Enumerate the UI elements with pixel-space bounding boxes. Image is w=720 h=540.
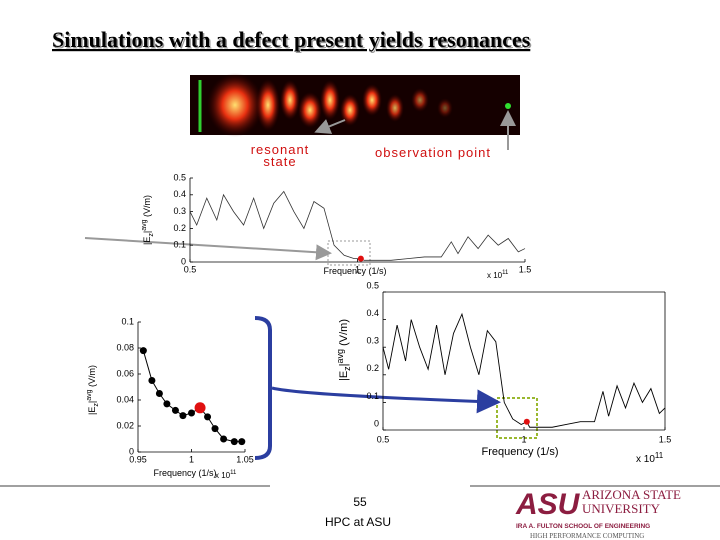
x-scale: x 1011 — [215, 470, 237, 480]
link-arrow — [271, 386, 501, 414]
logo-unit: HIGH PERFORMANCE COMPUTING — [530, 532, 644, 540]
y-label-part: avg — [141, 219, 148, 230]
y-tick-label: 0.1 — [121, 316, 134, 326]
annotation: resonant — [251, 142, 310, 157]
x-scale-exponent: 11 — [230, 470, 237, 476]
y-tick-label: 0.1 — [366, 391, 379, 401]
y-label-part: | — [87, 401, 97, 403]
y-label-part: |E — [142, 237, 152, 245]
data-point — [155, 390, 163, 397]
x-tick-label: 1 — [189, 454, 194, 464]
x-scale: x 1011 — [636, 451, 664, 465]
y-label-part: |E — [338, 371, 350, 381]
y-tick-label: 0 — [374, 418, 379, 428]
y-tick-label: 0.1 — [173, 240, 186, 250]
resonant-arrow — [314, 119, 346, 134]
page-number: 55 — [353, 495, 367, 509]
zoom-box — [496, 397, 538, 439]
data-point — [238, 438, 246, 446]
y-tick-label: 0 — [129, 446, 134, 456]
x-scale-exponent: 11 — [655, 451, 664, 460]
x-tick-label: 1.05 — [236, 454, 254, 464]
y-tick-label: 0.5 — [173, 172, 186, 182]
data-point — [139, 347, 147, 355]
x-scale: x 1011 — [487, 270, 509, 280]
x-axis-label: Frequency (1/s) — [481, 446, 558, 458]
x-axis-label: Frequency (1/s) — [323, 266, 386, 276]
x-tick-label: 1 — [521, 434, 526, 444]
logo: ASU ARIZONA STATE UNIVERSITY IRA A. FULT… — [515, 487, 681, 540]
y-tick-label: 0.3 — [173, 206, 186, 216]
x-tick-label: 1 — [355, 264, 360, 274]
data-point — [194, 402, 206, 414]
y-label-part: | — [142, 231, 152, 233]
y-tick-label: 0.2 — [366, 363, 379, 373]
data-point — [163, 400, 171, 408]
field-image — [190, 73, 520, 137]
logo-mark: ASU — [515, 488, 581, 521]
data-point — [171, 406, 179, 414]
y-axis-label: |Ez|avg (V/m) — [141, 195, 155, 245]
y-tick-label: 0.3 — [366, 336, 379, 346]
data-point — [148, 377, 156, 384]
y-label-part: z — [148, 233, 155, 237]
y-tick-label: 0.04 — [116, 394, 134, 404]
x-tick-label: 0.5 — [377, 434, 390, 444]
x-scale-base: x 10 — [487, 271, 503, 280]
data-point — [211, 425, 219, 433]
x-tick-label: 0.95 — [129, 454, 147, 464]
zoom-box — [327, 240, 371, 266]
logo-school: IRA A. FULTON SCHOOL OF ENGINEERING — [516, 523, 650, 530]
y-label-part: | — [338, 363, 350, 366]
slide-title: Simulations with a defect present yields… — [52, 27, 531, 52]
annotation: state — [263, 154, 296, 169]
x-scale-exponent: 11 — [502, 270, 509, 276]
y-tick-label: 0.4 — [173, 189, 186, 199]
x-scale-base: x 10 — [215, 471, 231, 480]
x-axis-label: Frequency (1/s) — [153, 468, 216, 478]
y-axis-label: |Ez|avg (V/m) — [335, 319, 352, 381]
y-axis-label: |Ez|avg (V/m) — [86, 365, 100, 415]
series-line — [382, 312, 666, 428]
series-line — [189, 190, 526, 261]
y-tick-label: 0.5 — [366, 280, 379, 290]
y-label-part: (V/m) — [142, 195, 152, 220]
y-label-part: avg — [335, 349, 345, 364]
x-tick-label: 0.5 — [184, 264, 197, 274]
logo-name: UNIVERSITY — [582, 501, 661, 516]
x-tick-label: 1.5 — [659, 434, 672, 444]
footer-org: HPC at ASU — [325, 515, 391, 529]
data-point — [188, 409, 195, 417]
y-tick-label: 0 — [181, 256, 186, 266]
y-label-part: z — [93, 403, 100, 407]
data-point — [523, 418, 530, 425]
y-tick-label: 0.06 — [116, 368, 134, 378]
pointer-arrow — [84, 237, 332, 261]
x-scale-base: x 10 — [636, 454, 655, 465]
y-tick-label: 0.2 — [173, 223, 186, 233]
y-tick-label: 0.08 — [116, 342, 134, 352]
y-label-part: (V/m) — [338, 319, 350, 349]
data-point — [357, 255, 364, 262]
logo-name: ARIZONA STATE — [582, 487, 681, 502]
y-label-part: |E — [87, 407, 97, 415]
data-point — [179, 412, 187, 420]
y-tick-label: 0.02 — [116, 420, 134, 430]
title-shadow: Simulations with a defect present yields… — [54, 29, 533, 54]
data-point — [230, 438, 238, 446]
y-label-part: z — [342, 366, 352, 371]
data-point — [204, 413, 212, 421]
x-tick-label: 1.5 — [519, 264, 532, 274]
annotation: observation point — [375, 145, 491, 160]
brace — [254, 316, 272, 460]
y-tick-label: 0.4 — [366, 308, 379, 318]
data-point — [220, 435, 228, 443]
y-label-part: avg — [86, 389, 93, 400]
y-label-part: (V/m) — [87, 365, 97, 390]
